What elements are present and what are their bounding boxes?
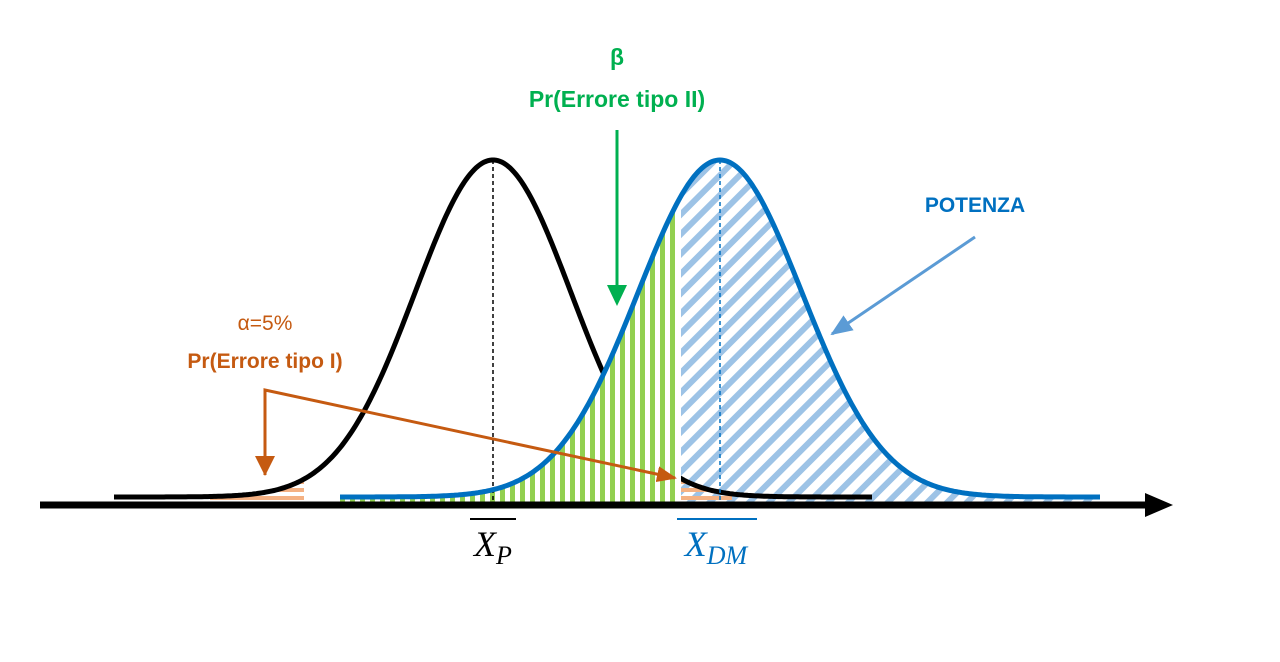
power-label: POTENZA: [925, 194, 1025, 217]
axis-arrow: [1145, 493, 1173, 517]
alpha-arrowhead: [255, 456, 275, 476]
mean-p-sub: P: [495, 541, 512, 570]
mean-dm-sub: DM: [706, 541, 749, 570]
power-arrow: [830, 235, 976, 336]
alpha-caption: Pr(Errore tipo I): [187, 350, 342, 373]
beta-caption: Pr(Errore tipo II): [529, 86, 705, 112]
mean-p-base: X: [472, 524, 498, 564]
alpha-symbol: α=5%: [238, 312, 293, 335]
mean-dm: XDM: [683, 524, 749, 570]
alt-curve: [340, 157, 1100, 500]
power-area: [680, 160, 1100, 505]
mean-dm-base: X: [683, 524, 709, 564]
curves: [114, 157, 1100, 506]
beta-symbol: β: [610, 44, 624, 70]
mean-p: XP: [472, 524, 512, 570]
alpha-tail-left: [210, 479, 304, 505]
beta-arrowhead: [607, 285, 627, 306]
beta-area: [340, 197, 680, 506]
